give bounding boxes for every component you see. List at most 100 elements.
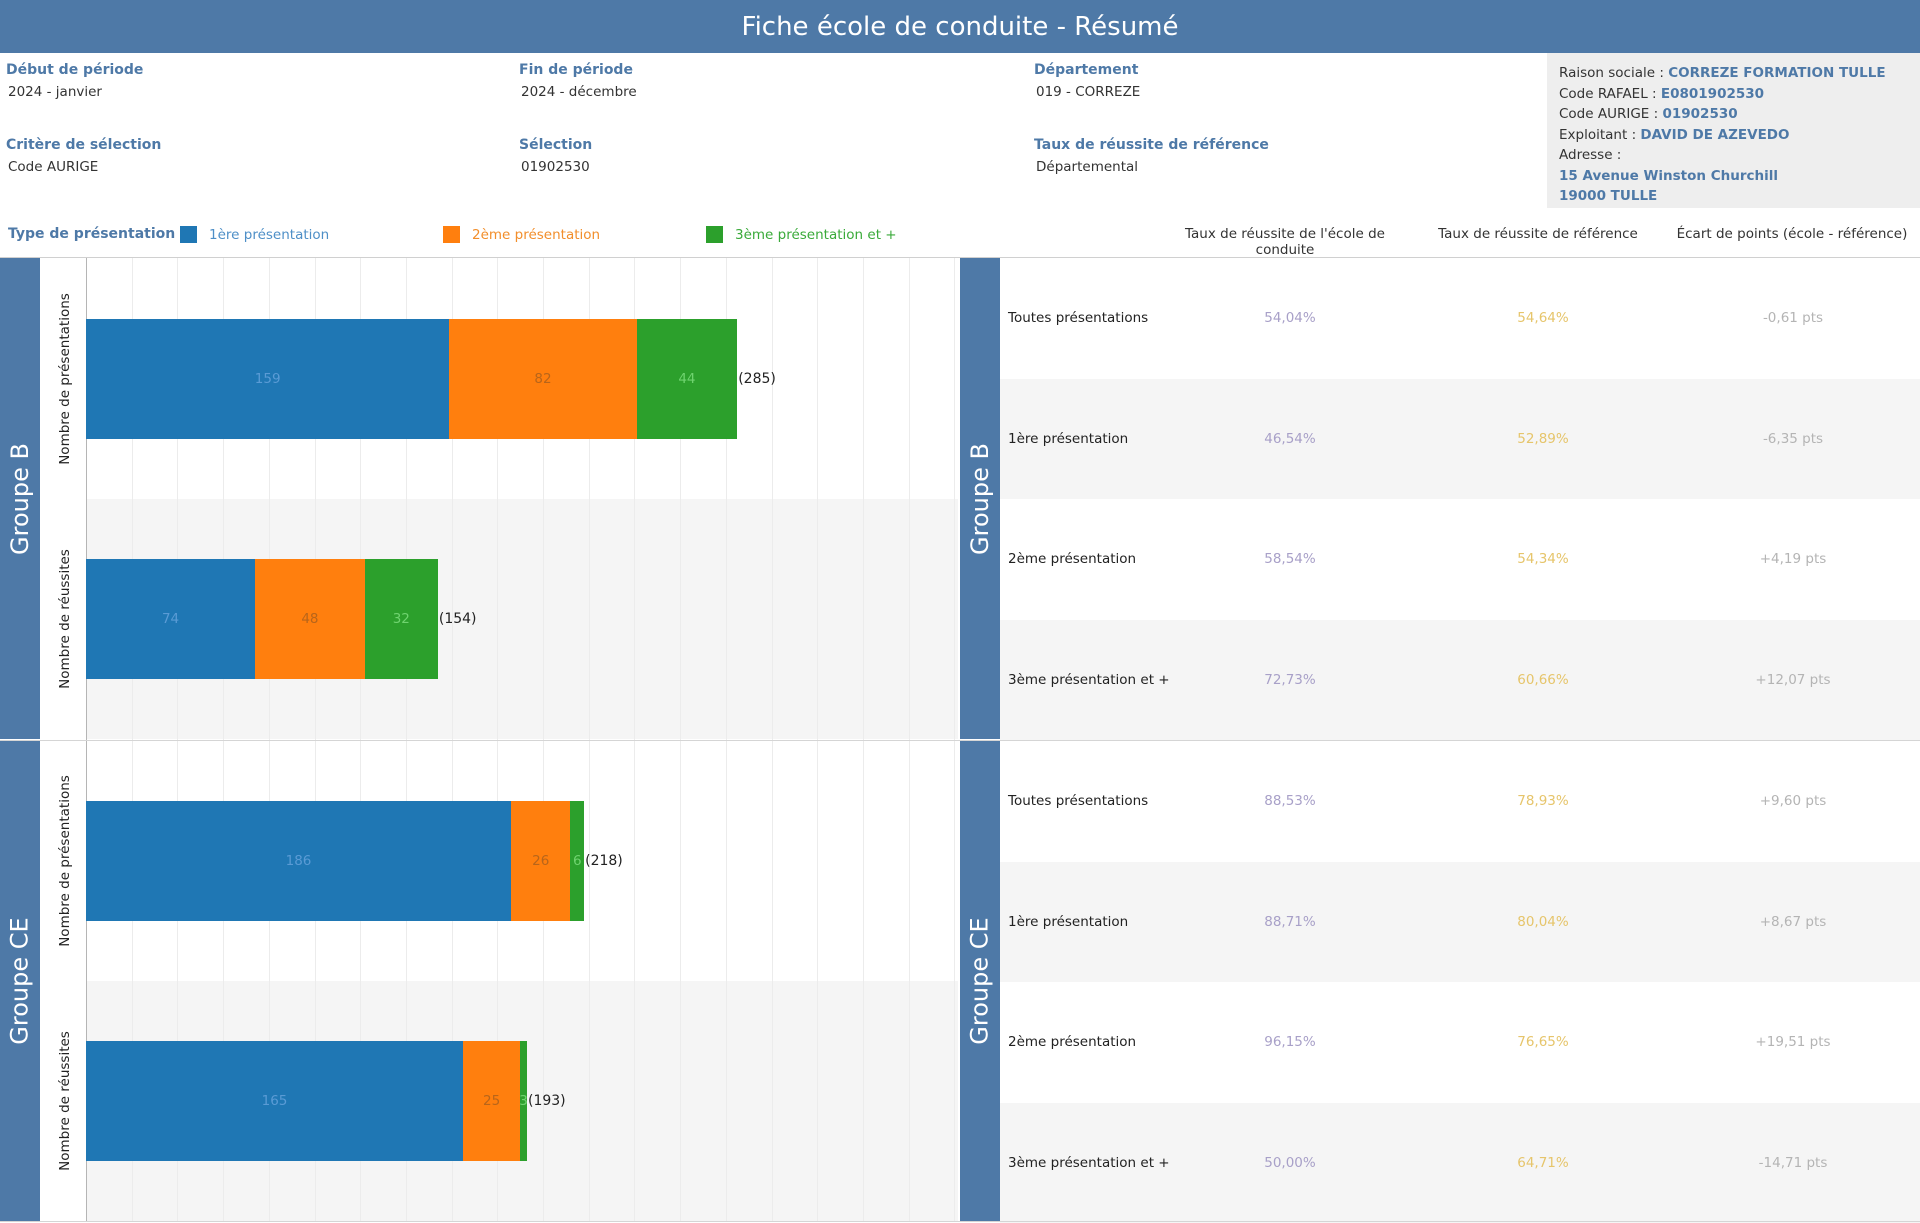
filter-selection-value[interactable]: 01902530 — [521, 159, 590, 175]
filter-taux-ref[interactable]: Taux de réussite de référence Départemen… — [1034, 137, 1269, 175]
bar-segment-3eme[interactable]: 3 — [519, 1041, 528, 1161]
filter-debut-value[interactable]: 2024 - janvier — [8, 84, 102, 100]
gridline — [497, 258, 499, 1221]
gridline — [954, 258, 956, 1221]
filter-departement[interactable]: Département 019 - CORREZE — [1034, 62, 1140, 100]
gridline — [862, 258, 864, 1221]
group-divider — [0, 740, 1920, 741]
gap-points: +12,07 pts — [1755, 671, 1831, 688]
bar-segment-2eme[interactable]: 26 — [511, 801, 571, 921]
bar-segment-1ere[interactable]: 159 — [86, 319, 450, 439]
bar-total-label: (154) — [438, 611, 477, 627]
group-label-table-b: Groupe B — [966, 442, 994, 555]
filter-departement-value[interactable]: 019 - CORREZE — [1036, 84, 1141, 100]
school-exploitant-row: Exploitant : DAVID DE AZEVEDO — [1559, 126, 1790, 143]
row-label-ce-presentations: Nombre de présentations — [57, 775, 74, 947]
table-row: Toutes présentations 88,53% 78,93% +9,60 pt… — [1000, 741, 1920, 862]
row-label: 3ème présentation et + — [1008, 671, 1170, 688]
school-adresse-line1: 15 Avenue Winston Churchill — [1559, 167, 1778, 184]
reference-rate: 80,04% — [1517, 913, 1569, 930]
reference-rate: 64,71% — [1517, 1154, 1569, 1171]
legend-swatch-1ere — [180, 226, 197, 243]
reference-rate: 52,89% — [1517, 430, 1569, 447]
school-exploitant-value: DAVID DE AZEVEDO — [1640, 126, 1790, 143]
reference-rate: 76,65% — [1517, 1034, 1569, 1051]
row-label-b-reussites: Nombre de réussites — [57, 549, 74, 689]
bar-segment-3eme[interactable]: 6 — [570, 801, 585, 921]
gap-points: +4,19 pts — [1759, 551, 1827, 568]
bar-segment-2eme[interactable]: 48 — [255, 559, 365, 679]
filter-fin[interactable]: Fin de période 2024 - décembre — [519, 62, 637, 100]
filter-critere-value[interactable]: Code AURIGE — [8, 159, 99, 175]
gridline — [314, 258, 316, 1221]
value-axis-line — [86, 258, 87, 1221]
group-label-chart-b: Groupe B — [6, 442, 34, 555]
bar-segment-2eme[interactable]: 82 — [449, 319, 637, 439]
bar-segment-3eme[interactable]: 44 — [636, 319, 738, 439]
filter-debut-label: Début de période — [6, 62, 144, 78]
group-band-chart-b: Groupe B — [0, 258, 40, 739]
row-label: Toutes présentations — [1008, 793, 1149, 810]
row-label: 1ère présentation — [1008, 913, 1129, 930]
bar-segment-2eme[interactable]: 25 — [463, 1041, 521, 1161]
school-rate: 54,04% — [1264, 310, 1316, 327]
legend-item-1ere[interactable]: 1ère présentation — [180, 226, 329, 243]
legend-label-1ere: 1ère présentation — [209, 226, 330, 243]
legend-item-3eme[interactable]: 3ème présentation et + — [706, 226, 897, 243]
bar-total-label: (218) — [585, 853, 623, 869]
bar-segment-1ere[interactable]: 165 — [86, 1041, 464, 1161]
gridline — [360, 258, 362, 1221]
bar-segment-1ere[interactable]: 74 — [86, 559, 256, 679]
bar-total-label: (193) — [528, 1093, 566, 1109]
school-raison-row: Raison sociale : CORREZE FORMATION TULLE — [1559, 65, 1886, 81]
bar-segment-3eme[interactable]: 32 — [364, 559, 438, 679]
gridline — [725, 258, 727, 1221]
reference-rate: 60,66% — [1517, 671, 1569, 688]
group-divider — [0, 1221, 1920, 1222]
legend-swatch-3eme — [706, 226, 723, 243]
school-aurige-row: Code AURIGE : 01902530 — [1559, 106, 1738, 122]
legend-title: Type de présentation — [8, 226, 176, 242]
school-rate: 88,53% — [1264, 793, 1316, 810]
gap-points: +9,60 pts — [1759, 793, 1827, 810]
col-header-school: Taux de réussite de l'école de conduite — [1185, 226, 1385, 258]
gap-points: -0,61 pts — [1762, 310, 1824, 327]
school-rafael-row: Code RAFAEL : E0801902530 — [1559, 85, 1765, 102]
school-rate: 88,71% — [1264, 913, 1316, 930]
school-adresse-row: Adresse : — [1559, 147, 1622, 163]
school-adresse-line2: 19000 TULLE — [1559, 188, 1658, 204]
school-aurige-value: 01902530 — [1662, 106, 1738, 122]
group-band-chart-ce: Groupe CE — [0, 741, 40, 1221]
filter-selection-label: Sélection — [519, 137, 593, 153]
gridline — [588, 258, 590, 1221]
reference-rate: 54,34% — [1517, 551, 1569, 568]
reference-rate: 54,64% — [1517, 310, 1569, 327]
filter-selection[interactable]: Sélection 01902530 — [519, 137, 592, 175]
gridline — [771, 258, 773, 1221]
gridline — [680, 258, 682, 1221]
filter-taux-ref-label: Taux de réussite de référence — [1034, 137, 1269, 153]
school-rate: 72,73% — [1264, 671, 1316, 688]
school-rate: 50,00% — [1264, 1154, 1316, 1171]
gridline — [817, 258, 819, 1221]
gap-points: +19,51 pts — [1755, 1034, 1831, 1051]
row-label: 3ème présentation et + — [1008, 1154, 1170, 1171]
table-row: 2ème présentation 96,15% 76,65% +19,51 pts — [1000, 982, 1920, 1103]
filter-critere[interactable]: Critère de sélection Code AURIGE — [6, 137, 161, 175]
filter-debut[interactable]: Début de période 2024 - janvier — [6, 62, 143, 100]
row-label-ce-reussites: Nombre de réussites — [57, 1031, 74, 1171]
gridline — [451, 258, 453, 1221]
gap-points: +8,67 pts — [1759, 913, 1827, 930]
school-rate: 96,15% — [1264, 1034, 1316, 1051]
bar-segment-1ere[interactable]: 186 — [86, 801, 511, 921]
legend-item-2eme[interactable]: 2ème présentation — [443, 226, 600, 243]
gridline — [543, 258, 544, 1221]
row-label: Toutes présentations — [1008, 310, 1149, 327]
school-raison-value: CORREZE FORMATION TULLE — [1668, 65, 1886, 81]
col-header-gap: Écart de points (école - référence) — [1676, 226, 1908, 242]
legend-swatch-2eme — [443, 226, 460, 243]
filter-taux-ref-value[interactable]: Départemental — [1036, 159, 1139, 175]
gap-points: -6,35 pts — [1762, 430, 1824, 447]
gridline — [131, 258, 133, 1221]
filter-fin-value[interactable]: 2024 - décembre — [521, 84, 637, 100]
